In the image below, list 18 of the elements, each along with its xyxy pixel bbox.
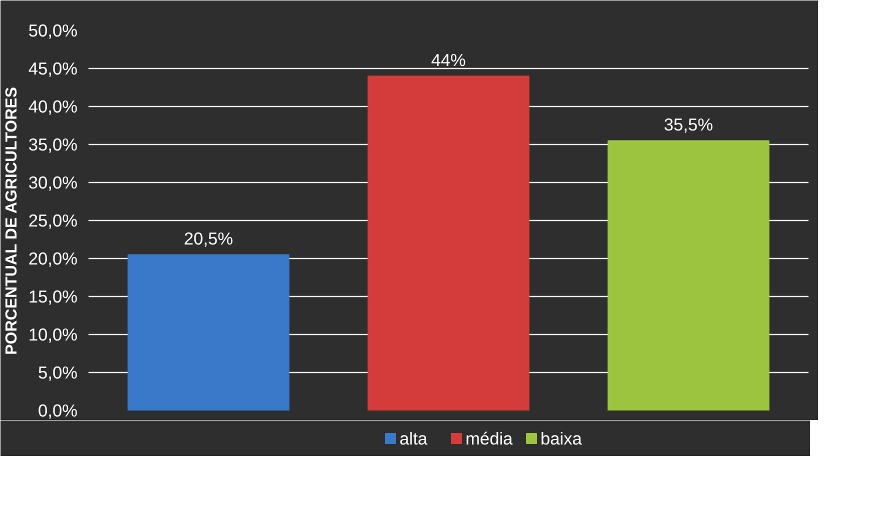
y-tick-label: 15,0% bbox=[28, 286, 78, 306]
data-label: 35,5% bbox=[664, 114, 714, 135]
legend-label: baixa bbox=[540, 428, 582, 448]
legend-label: média bbox=[466, 428, 514, 448]
y-tick-label: 50,0% bbox=[28, 20, 78, 40]
data-label: 44% bbox=[431, 50, 466, 70]
y-tick-label: 25,0% bbox=[28, 210, 78, 230]
y-tick-label: 30,0% bbox=[28, 172, 78, 192]
y-tick-label: 45,0% bbox=[28, 58, 78, 78]
y-tick-label: 40,0% bbox=[28, 96, 78, 116]
y-tick-label: 10,0% bbox=[28, 324, 78, 344]
y-tick-label: 5,0% bbox=[38, 362, 78, 382]
y-tick-label: 20,0% bbox=[28, 248, 78, 268]
y-axis-title: PORCENTUAL DE AGRICULTORES bbox=[3, 86, 20, 355]
data-label: 20,5% bbox=[184, 228, 234, 249]
y-tick-label: 0,0% bbox=[38, 400, 78, 420]
legend-label: alta bbox=[400, 428, 428, 448]
y-tick-label: 35,0% bbox=[28, 134, 78, 154]
